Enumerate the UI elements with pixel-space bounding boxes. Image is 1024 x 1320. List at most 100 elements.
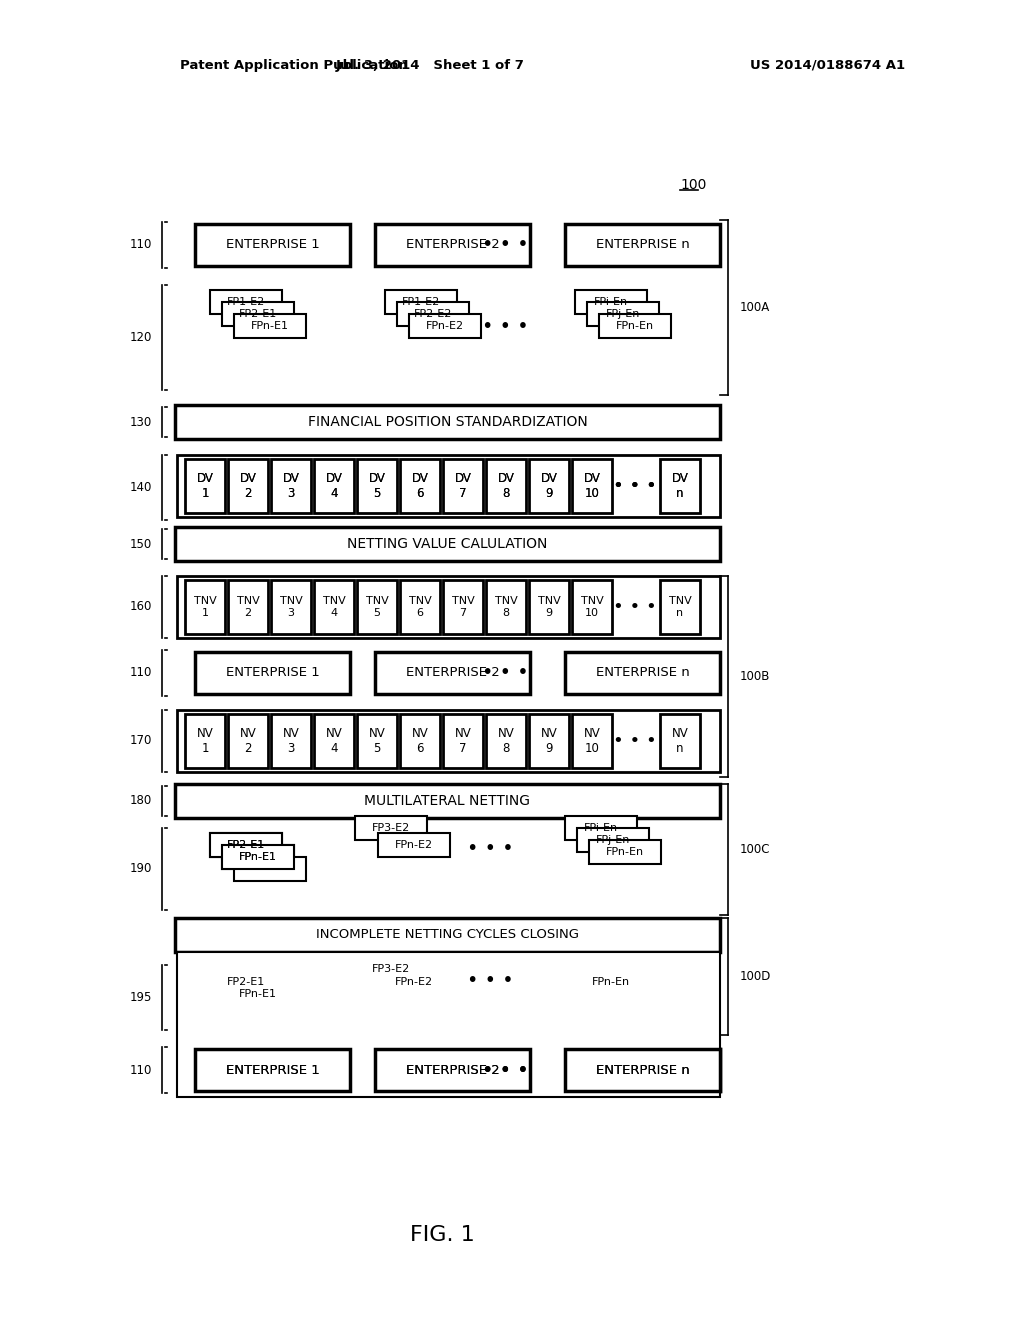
FancyBboxPatch shape [222,982,294,1006]
Text: FPn-En: FPn-En [592,977,630,987]
Text: DV
9: DV 9 [541,473,557,500]
Text: 100B: 100B [740,671,770,682]
FancyBboxPatch shape [222,302,294,326]
FancyBboxPatch shape [314,459,354,513]
Text: DV
2: DV 2 [240,473,256,500]
Text: Jul. 3, 2014   Sheet 1 of 7: Jul. 3, 2014 Sheet 1 of 7 [336,58,524,71]
FancyBboxPatch shape [375,652,530,694]
FancyBboxPatch shape [357,579,397,634]
Text: TNV
6: TNV 6 [409,597,431,618]
FancyBboxPatch shape [572,579,612,634]
FancyBboxPatch shape [565,1049,720,1092]
FancyBboxPatch shape [400,579,440,634]
FancyBboxPatch shape [443,459,483,513]
Text: FINANCIAL POSITION STANDARDIZATION: FINANCIAL POSITION STANDARDIZATION [307,414,588,429]
Text: 180: 180 [130,795,152,808]
FancyBboxPatch shape [185,459,225,513]
Text: 140: 140 [130,480,152,494]
Text: 130: 130 [130,416,152,429]
Text: • • •: • • • [467,970,513,990]
Text: FP1-E2: FP1-E2 [227,297,265,308]
Text: DV
1: DV 1 [197,473,213,500]
Text: DV
5: DV 5 [369,473,385,500]
FancyBboxPatch shape [660,579,700,634]
FancyBboxPatch shape [572,459,612,513]
FancyBboxPatch shape [177,576,720,638]
Text: ENTERPRISE 1: ENTERPRISE 1 [225,1064,319,1077]
FancyBboxPatch shape [599,314,671,338]
FancyBboxPatch shape [210,833,282,857]
FancyBboxPatch shape [210,833,282,857]
Text: FPj-En: FPj-En [596,836,630,845]
Text: 100C: 100C [740,843,770,855]
Text: FP2-E1: FP2-E1 [227,840,265,850]
FancyBboxPatch shape [185,459,225,513]
FancyBboxPatch shape [587,302,659,326]
FancyBboxPatch shape [185,579,225,634]
FancyBboxPatch shape [660,714,700,768]
Text: 170: 170 [130,734,152,747]
Text: US 2014/0188674 A1: US 2014/0188674 A1 [750,58,905,71]
Text: DV
10: DV 10 [584,473,600,500]
Text: • • •: • • • [481,317,528,335]
Text: NV
9: NV 9 [541,727,557,755]
FancyBboxPatch shape [572,459,612,513]
Text: ENTERPRISE 2: ENTERPRISE 2 [406,1064,500,1077]
Text: TNV
2: TNV 2 [237,597,259,618]
Text: NETTING VALUE CALULATION: NETTING VALUE CALULATION [347,537,548,550]
Text: 100D: 100D [740,970,771,983]
Text: FPn-E1: FPn-E1 [239,851,278,862]
Text: FP2-E1: FP2-E1 [239,309,278,319]
Text: TNV
10: TNV 10 [581,597,603,618]
Text: DV
2: DV 2 [240,473,256,500]
FancyBboxPatch shape [529,714,569,768]
Text: DV
6: DV 6 [412,473,428,500]
FancyBboxPatch shape [195,1049,350,1092]
FancyBboxPatch shape [443,459,483,513]
Text: • • •: • • • [481,664,528,682]
FancyBboxPatch shape [486,459,526,513]
FancyBboxPatch shape [443,579,483,634]
Text: DV
5: DV 5 [369,473,385,500]
FancyBboxPatch shape [577,828,649,851]
Text: ENTERPRISE n: ENTERPRISE n [596,1064,689,1077]
Text: DV
6: DV 6 [412,473,428,500]
FancyBboxPatch shape [575,970,647,994]
FancyBboxPatch shape [660,459,700,513]
Text: FP1-E2: FP1-E2 [401,297,440,308]
Text: TNV
5: TNV 5 [366,597,388,618]
Text: • • •: • • • [467,838,513,858]
Text: FP2-E2: FP2-E2 [414,309,453,319]
FancyBboxPatch shape [565,224,720,267]
Text: • • •: • • • [613,598,656,616]
Text: NV
10: NV 10 [584,727,600,755]
FancyBboxPatch shape [234,314,306,338]
Text: ENTERPRISE n: ENTERPRISE n [596,239,689,252]
Text: ENTERPRISE n: ENTERPRISE n [596,1064,689,1077]
Text: DV
8: DV 8 [498,473,514,500]
Text: • • •: • • • [613,477,656,495]
Text: ENTERPRISE 2: ENTERPRISE 2 [406,1064,500,1077]
FancyBboxPatch shape [589,840,662,865]
FancyBboxPatch shape [378,833,450,857]
FancyBboxPatch shape [177,952,720,1097]
Text: FPj-En: FPj-En [606,309,640,319]
FancyBboxPatch shape [271,459,311,513]
Text: FP3-E2: FP3-E2 [372,822,411,833]
Text: 110: 110 [130,1064,152,1077]
FancyBboxPatch shape [228,459,268,513]
Text: DV
3: DV 3 [283,473,299,500]
FancyBboxPatch shape [375,1049,530,1092]
Text: ENTERPRISE 1: ENTERPRISE 1 [225,239,319,252]
Text: FPn-E1: FPn-E1 [239,989,278,999]
FancyBboxPatch shape [357,459,397,513]
FancyBboxPatch shape [660,459,700,513]
FancyBboxPatch shape [228,459,268,513]
Text: ENTERPRISE 1: ENTERPRISE 1 [225,667,319,680]
FancyBboxPatch shape [409,314,481,338]
FancyBboxPatch shape [486,459,526,513]
FancyBboxPatch shape [228,579,268,634]
Text: NV
1: NV 1 [197,727,213,755]
FancyBboxPatch shape [195,224,350,267]
FancyBboxPatch shape [486,579,526,634]
